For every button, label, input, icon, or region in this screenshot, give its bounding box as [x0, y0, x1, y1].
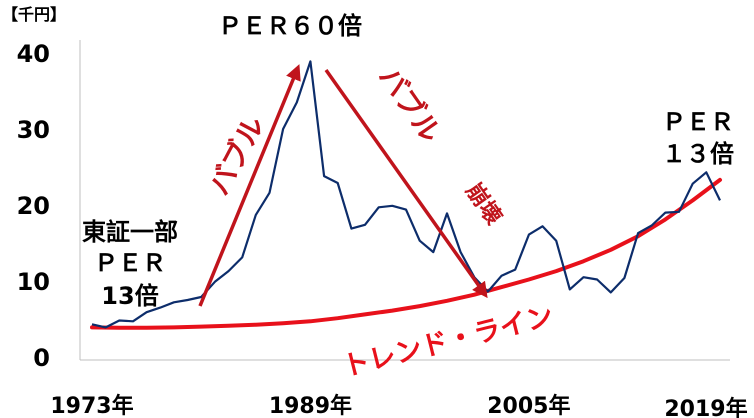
x-tick-labels: 1973年 1989年 2005年 2019年	[50, 393, 747, 418]
per60-label: ＰＥＲ６０倍	[218, 12, 362, 40]
y-tick-label: 30	[17, 116, 50, 144]
unit-label: 【千円】	[2, 5, 66, 24]
per-series-line	[91, 60, 721, 329]
trend-line	[90, 177, 722, 330]
left-per-line1: 東証一部	[82, 218, 178, 246]
x-tick-label: 1973年	[50, 393, 133, 418]
right-per-line2: １３倍	[662, 140, 734, 168]
right-per-line1: ＰＥＲ	[662, 108, 734, 136]
x-tick-label: 2005年	[487, 393, 570, 418]
bubble-collapse-arrow	[324, 68, 488, 299]
x-tick-label: 2019年	[664, 396, 747, 418]
y-tick-label: 0	[33, 344, 50, 372]
bubble-rise-arrow	[198, 64, 301, 307]
x-tick-label: 1989年	[269, 393, 352, 418]
bubble-collapse-label-2: 崩壊	[460, 179, 506, 230]
left-per-line3: 13倍	[101, 282, 158, 310]
y-tick-label: 10	[17, 268, 50, 296]
y-tick-label: 40	[17, 40, 50, 68]
left-per-line2: ＰＥＲ	[94, 249, 166, 277]
bubble-collapse-label-1: バブル	[372, 61, 447, 149]
y-tick-labels: 0 10 20 30 40	[17, 40, 50, 372]
y-tick-label: 20	[17, 192, 50, 220]
